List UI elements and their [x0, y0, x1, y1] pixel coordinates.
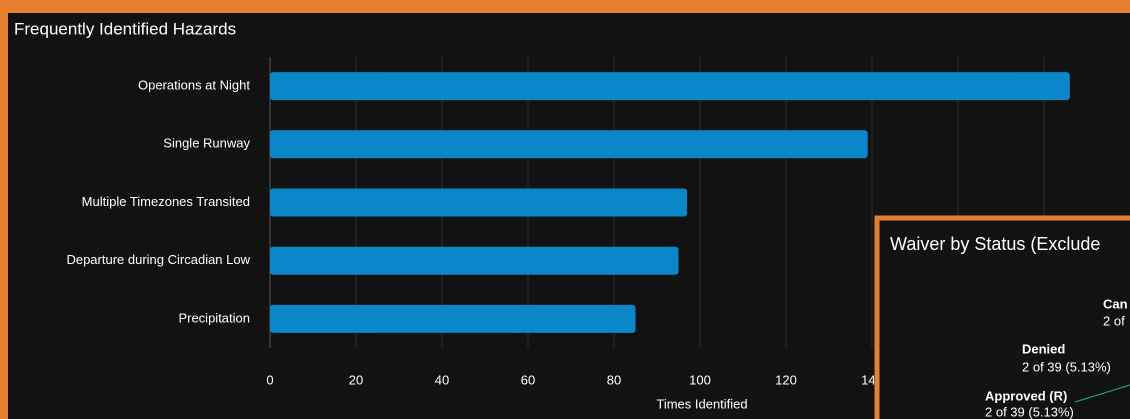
y-tick-label: Operations at Night	[138, 78, 250, 93]
x-tick-label: 20	[349, 372, 363, 387]
y-tick-label: Precipitation	[178, 310, 250, 325]
bar	[270, 304, 636, 333]
x-tick-label: 120	[775, 372, 797, 387]
overlay-title: Waiver by Status (Exclude	[890, 234, 1100, 254]
slice-label: Can	[1103, 296, 1128, 311]
slice-detail: 2 of	[1103, 313, 1125, 328]
overlay-background	[874, 215, 1130, 419]
bar	[270, 130, 868, 159]
leader-line	[1074, 384, 1130, 403]
slice-label: Denied	[1022, 341, 1065, 356]
bar	[270, 246, 679, 275]
x-axis-title: Times Identified	[656, 396, 747, 411]
x-tick-label: 0	[266, 372, 273, 387]
y-tick-label: Multiple Timezones Transited	[82, 194, 250, 209]
bar	[270, 188, 688, 217]
bar	[270, 72, 1070, 101]
slice-detail: 2 of 39 (5.13%)	[985, 404, 1074, 419]
x-tick-label: 60	[521, 372, 535, 387]
overlay-panel: Waiver by Status (Exclude Can 2 of Denie…	[874, 215, 1130, 419]
slice-label: Approved (R)	[985, 388, 1067, 403]
y-tick-label: Departure during Circadian Low	[66, 252, 250, 267]
x-tick-label: 80	[607, 372, 621, 387]
chart-title: Frequently Identified Hazards	[14, 19, 236, 38]
y-tick-label: Single Runway	[163, 136, 250, 151]
slice-detail: 2 of 39 (5.13%)	[1022, 359, 1111, 374]
x-tick-label: 40	[435, 372, 449, 387]
x-tick-label: 100	[689, 372, 711, 387]
